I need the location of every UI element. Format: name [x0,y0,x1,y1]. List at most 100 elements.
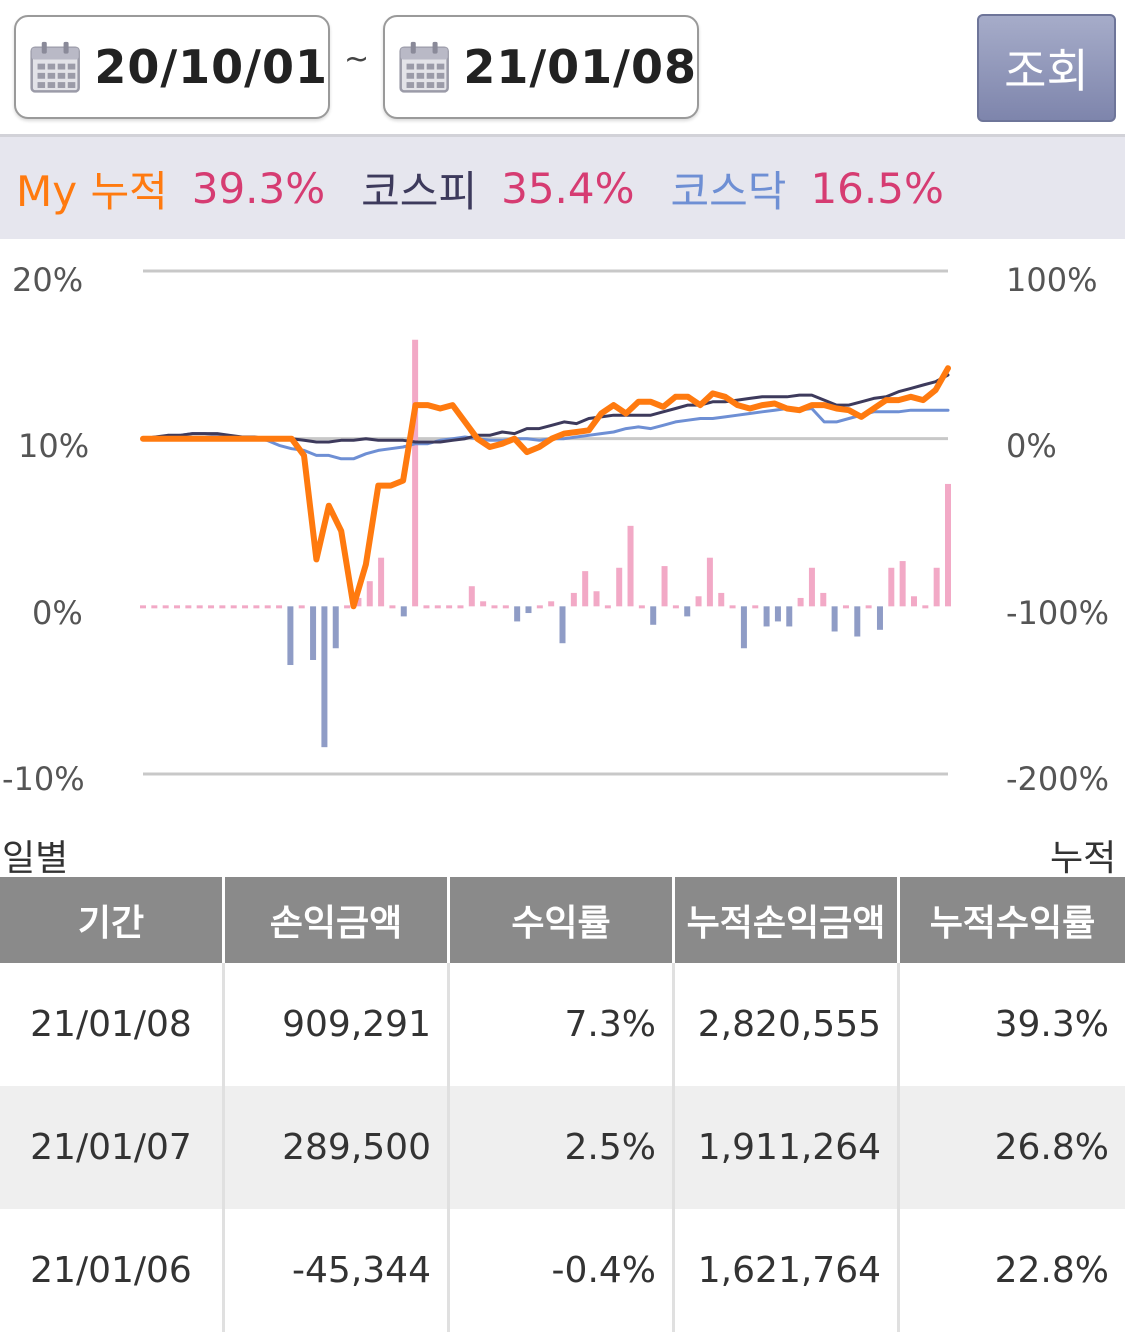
date-separator: ~ [344,42,370,77]
daily-bar [650,606,657,625]
daily-bar [876,606,883,630]
table-row[interactable]: 21/01/07 289,500 2.5% 1,911,264 26.8% [0,1086,1125,1209]
cell-cum-pl: 1,911,264 [675,1086,900,1209]
daily-bar [922,605,929,609]
my-cumulative-label: My 누적 [16,166,168,216]
daily-bar [366,581,373,607]
daily-bar [140,605,146,609]
daily-bar [933,567,940,607]
cell-date: 21/01/06 [0,1209,225,1332]
daily-bar [706,557,713,607]
search-button[interactable]: 조회 [977,14,1116,122]
return-table: 기간 손익금액 수익률 누적손익금액 누적수익률 21/01/08 909,29… [0,877,1125,1332]
calendar-icon [399,41,449,93]
daily-bar [344,605,351,609]
daily-bar [174,605,181,609]
end-date-text: 21/01/08 [463,40,697,94]
daily-bar [684,606,691,617]
header-cum-rate: 누적수익률 [929,903,1096,944]
left-tick-label: 20% [12,261,84,299]
daily-bar [604,605,611,609]
daily-bar [536,605,543,609]
daily-bar [502,605,509,609]
daily-bar [672,605,679,609]
daily-bar [468,586,475,607]
right-tick-label: 100% [1006,261,1098,299]
left-tick-label: 0% [32,594,83,632]
daily-bar [253,605,260,609]
daily-bar [616,567,623,607]
daily-bar [219,605,226,609]
right-tick-label: 0% [1006,427,1057,465]
return-chart: 20% 10% 0% -10% 100% 0% -100% -200% 일별 누… [0,239,1125,879]
daily-bar [774,606,781,622]
daily-bar [332,606,339,649]
daily-bar [638,605,645,609]
daily-bar [763,606,770,627]
daily-bar [389,605,396,609]
header-pl: 손익금액 [225,877,450,963]
daily-bar [582,571,589,607]
end-date-picker[interactable]: 21/01/08 [383,15,699,119]
daily-bar [729,605,736,609]
daily-bar [412,339,419,607]
header-period: 기간 [0,877,225,963]
daily-bar [831,606,838,632]
daily-bar [321,606,328,748]
daily-bar [525,606,532,614]
left-tick-label: 10% [18,427,90,465]
cell-rate: 7.3% [450,963,675,1086]
kosdaq-line [141,407,950,461]
daily-bar [298,605,305,609]
daily-bar [820,592,827,607]
daily-bar [242,605,249,609]
cell-pl: 909,291 [225,963,450,1086]
cell-date: 21/01/07 [0,1086,225,1209]
daily-bar [480,601,487,607]
daily-bar [661,566,668,607]
table-header: 기간 손익금액 수익률 누적손익금액 누적수익률 [0,877,1125,963]
right-tick-label: -100% [1006,594,1110,632]
cell-cum-rate: 22.8% [994,1250,1109,1291]
start-date-text: 20/10/01 [94,40,328,94]
kosdaq-label: 코스닥 [670,166,787,216]
daily-bar [355,597,362,607]
daily-bar [491,605,498,609]
daily-bar [446,605,453,609]
daily-bar [378,557,385,607]
my-cumulative-line [140,365,951,610]
daily-bar [570,592,577,607]
daily-bar [808,567,815,607]
daily-bar [797,597,804,607]
daily-bar [910,596,917,607]
table-row[interactable]: 21/01/06 -45,344 -0.4% 1,621,764 22.8% [0,1209,1125,1332]
start-date-picker[interactable]: 20/10/01 [14,15,330,119]
cell-rate: -0.4% [450,1209,675,1332]
cell-date: 21/01/08 [0,963,225,1086]
daily-bar [310,606,317,660]
daily-bar [899,561,906,607]
daily-bar [945,483,951,607]
cell-cum-rate: 39.3% [994,1004,1109,1045]
daily-bar [264,605,271,609]
left-axis-title: 일별 [2,838,69,879]
header-rate: 수익률 [450,877,675,963]
right-tick-label: -200% [1006,760,1110,798]
daily-bar [185,605,192,609]
daily-bar [457,605,464,609]
header-cum-pl: 누적손익금액 [675,877,900,963]
daily-bar [230,605,237,609]
right-axis-title: 누적 [1050,838,1117,879]
daily-bar [423,605,430,609]
daily-bar [842,605,849,609]
daily-bar [151,605,158,609]
table-row[interactable]: 21/01/08 909,291 7.3% 2,820,555 39.3% [0,963,1125,1086]
daily-bar [559,606,566,644]
daily-bar [593,591,600,607]
daily-bar [548,601,555,607]
daily-bar [208,605,215,609]
daily-bar [718,592,725,607]
daily-bar [287,606,294,666]
daily-bar [514,606,521,622]
daily-bar [740,606,747,649]
